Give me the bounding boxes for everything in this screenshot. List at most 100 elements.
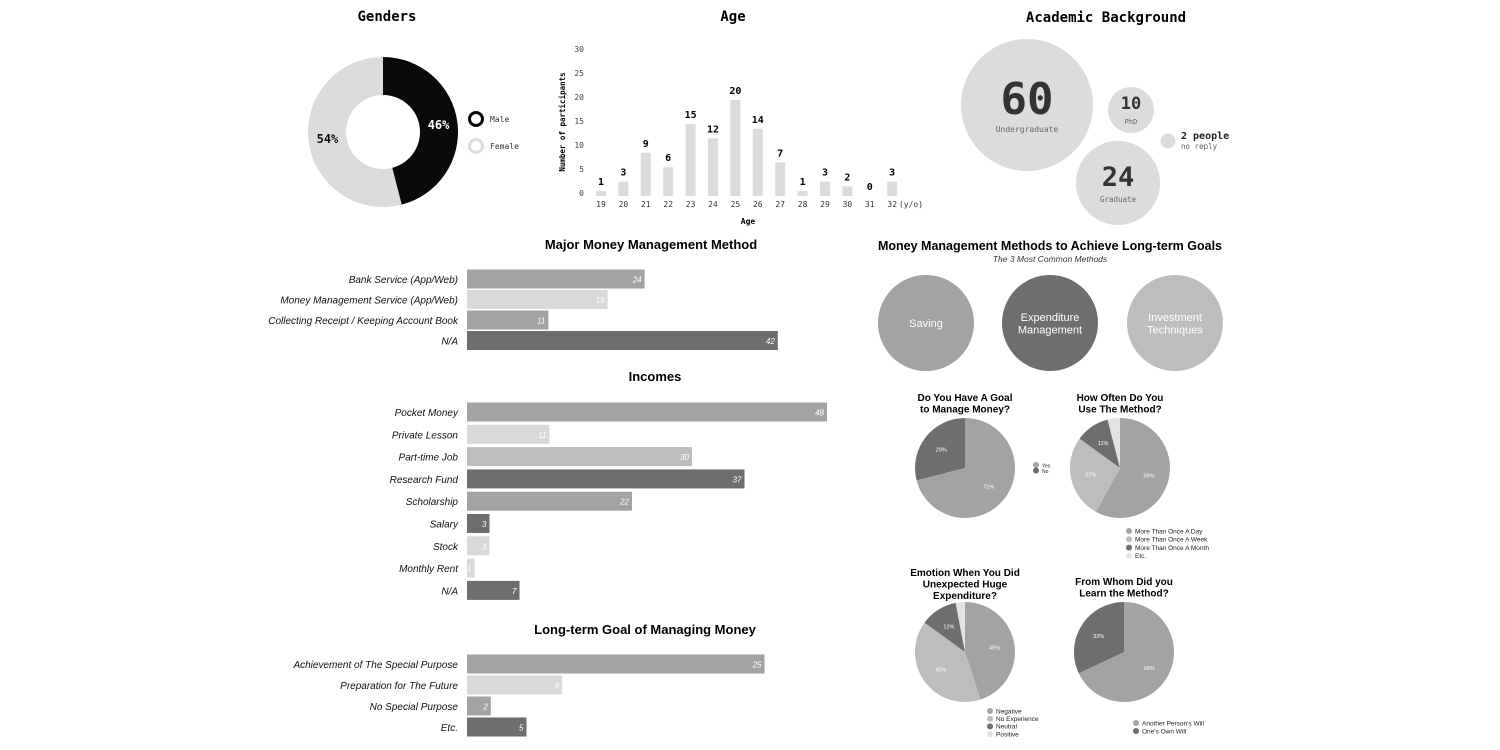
x-tick-label: 31	[865, 200, 875, 209]
legend-label: Neutral	[996, 724, 1018, 731]
pie-slice	[1079, 419, 1120, 468]
age-bar	[685, 124, 696, 196]
slice-label: 54%	[317, 132, 339, 146]
pie-slice	[1078, 602, 1174, 702]
category-label: Part-time Job	[399, 453, 459, 464]
hbar	[467, 310, 549, 330]
emotion-chart: Emotion When You Did Unexpected Huge Expen…	[910, 568, 1039, 738]
bar-value-label: 2	[844, 172, 850, 183]
pie-slice	[965, 602, 1015, 700]
age-bar	[730, 100, 741, 196]
hbar	[467, 424, 550, 444]
y-tick-label: 25	[574, 69, 584, 78]
x-tick-label: 26	[753, 200, 763, 209]
bar-value-label: 15	[685, 110, 697, 121]
hbar	[467, 717, 527, 737]
bar-value-label: 3	[482, 542, 487, 551]
bar-value-label: 19	[596, 296, 605, 305]
legend-swatch	[1126, 536, 1132, 543]
legend-swatch	[1126, 552, 1132, 559]
bar-value-label: 24	[632, 276, 642, 285]
x-tick-label: 23	[686, 200, 696, 209]
category-label: No Special Purpose	[370, 702, 459, 713]
chart-title: Genders	[357, 9, 416, 25]
x-tick-label: 24	[708, 200, 718, 209]
chart-title: Money Management Methods to Achieve Long…	[878, 239, 1222, 253]
legend-label: No	[1042, 469, 1049, 475]
genders-chart: Genders 46% 54% Male Female	[308, 9, 519, 207]
legend-swatch	[987, 715, 993, 722]
legend-label: More Than Once A Day	[1135, 528, 1203, 535]
slice-label: 71%	[983, 484, 994, 490]
y-tick-label: 10	[574, 141, 584, 150]
chart-title: Emotion When You Did Unexpected Huge Expen…	[910, 568, 1020, 602]
x-tick-label: 28	[798, 200, 808, 209]
pie-slice	[1074, 602, 1124, 674]
bar-value-label: 3	[822, 168, 828, 179]
pie-slice	[1107, 418, 1120, 468]
legend-swatch	[1126, 528, 1132, 534]
chart-title: Academic Background	[1026, 10, 1186, 26]
bar-value-label: 3	[889, 168, 895, 179]
category-label: Scholarship	[406, 497, 459, 508]
method-bubble-label: Saving	[909, 318, 943, 330]
legend-swatch	[1033, 462, 1039, 468]
category-label: Salary	[430, 520, 459, 531]
age-bar	[842, 186, 853, 196]
bar-value-label: 11	[537, 317, 545, 326]
bar-value-label: 11	[538, 431, 546, 440]
slice-label: 46%	[428, 118, 450, 132]
age-bar	[618, 181, 629, 196]
legend-swatch	[468, 138, 484, 154]
category-label: Preparation for The Future	[340, 681, 458, 692]
y-tick-label: 0	[579, 189, 584, 198]
legend-label: Male	[490, 115, 509, 124]
legend-swatch	[1133, 720, 1139, 726]
chart-title: Long-term Goal of Managing Money	[534, 622, 756, 637]
legend-label: Etc.	[1135, 553, 1146, 560]
category-label: Collecting Receipt / Keeping Account Boo…	[268, 316, 459, 327]
no-reply-value: 2 people	[1181, 131, 1229, 142]
x-tick-label: 21	[641, 200, 651, 209]
hbar	[467, 290, 608, 309]
x-unit-label: (y/o)	[899, 200, 923, 209]
bubble-value: 24	[1102, 162, 1135, 193]
legend-swatch	[987, 731, 993, 738]
bar-value-label: 0	[867, 182, 873, 193]
y-axis-label: Number of participants	[558, 72, 567, 171]
bar-value-label: 2	[482, 703, 488, 712]
category-label: Stock	[433, 542, 459, 553]
hbar	[467, 654, 765, 674]
bar-value-label: 22	[619, 498, 629, 507]
chart-title: From Whom Did you Learn the Method?	[1075, 577, 1173, 600]
pie-slice	[1095, 418, 1170, 518]
legend-swatch	[987, 723, 993, 730]
age-bar	[640, 152, 651, 196]
bar-value-label: 42	[766, 337, 775, 346]
slice-label: 58%	[1144, 473, 1155, 479]
bar-value-label: 20	[729, 86, 741, 97]
academic-bubble	[961, 39, 1093, 171]
chart-subtitle: The 3 Most Common Methods	[993, 254, 1108, 264]
pie-slice	[915, 418, 965, 481]
legend-label: Negative	[996, 708, 1022, 715]
age-bar	[820, 181, 830, 196]
bar-value-label: 7	[512, 587, 517, 596]
bar-value-label: 30	[680, 453, 689, 462]
slice-label: 29%	[936, 448, 947, 454]
hbar	[467, 491, 632, 511]
x-axis-label: Age	[741, 217, 756, 226]
chart-title: Major Money Management Method	[545, 237, 757, 252]
bar-value-label: 3	[620, 168, 626, 179]
legend-label: No Experience	[996, 716, 1039, 723]
legend-swatch	[1126, 544, 1132, 551]
bar-value-label: 48	[815, 409, 824, 418]
legend-label: More Than Once A Week	[1135, 537, 1208, 544]
legend-swatch	[1133, 728, 1139, 734]
money-method-chart: Major Money Management Method Bank Servic…	[268, 237, 778, 350]
category-label: Etc.	[441, 723, 458, 734]
category-label: N/A	[441, 586, 458, 597]
legend-swatch	[468, 111, 484, 127]
bubble-label: Graduate	[1100, 195, 1137, 204]
